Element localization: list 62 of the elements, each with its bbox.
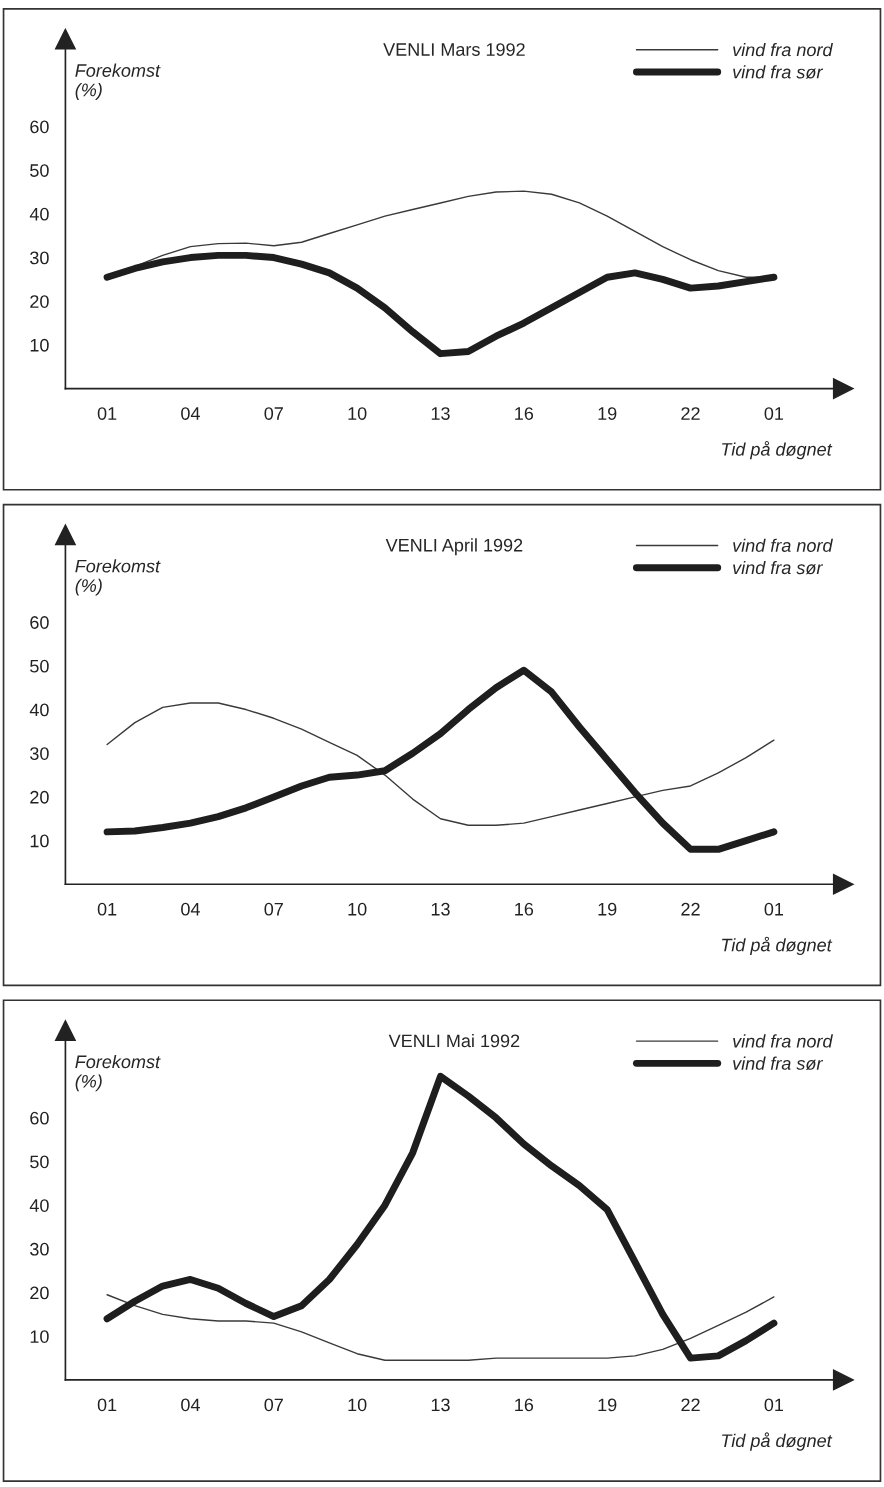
x-axis-title: Tid på døgnet: [722, 441, 833, 460]
line-series: [106, 1294, 775, 1361]
x-tick-label: 10: [348, 902, 367, 916]
y-tick-label: 10: [30, 1330, 49, 1343]
x-tick-label: 04: [181, 1398, 200, 1412]
x-tick-label: 01: [764, 407, 784, 420]
y-tick-label: 50: [30, 1155, 49, 1169]
x-tick-label: 22: [681, 407, 700, 420]
x-tick-label: 07: [264, 407, 283, 420]
x-tick-label: 01: [97, 1398, 117, 1412]
y-tick-label: 20: [30, 1286, 49, 1300]
x-axis-title: Tid på døgnet: [722, 1432, 833, 1451]
y-tick-label: 30: [30, 1242, 49, 1256]
x-tick-label: 10: [348, 407, 367, 420]
x-tick-label: 01: [764, 902, 784, 916]
x-tick-label: 07: [264, 1398, 283, 1412]
x-tick-label: 19: [598, 407, 617, 420]
legend-label: vind fra sør: [733, 65, 824, 79]
x-tick-label: 19: [598, 1398, 617, 1412]
x-tick-label: 22: [681, 902, 700, 916]
x-tick-label: 13: [431, 1398, 450, 1412]
y-tick-label: 60: [30, 1111, 49, 1125]
y-tick-label: 40: [29, 1199, 49, 1212]
y-tick-label: 60: [30, 616, 49, 629]
x-tick-label: 01: [97, 407, 117, 420]
y-tick-label: 20: [30, 790, 49, 804]
y-tick-label: 30: [30, 747, 49, 760]
x-tick-label: 04: [181, 902, 200, 916]
chart-title: VENLI April 1992: [385, 538, 523, 556]
x-tick-label: 13: [431, 407, 450, 420]
x-tick-label: 01: [97, 902, 117, 916]
legend-label: vind fra sør: [733, 560, 824, 575]
x-tick-label: 07: [264, 902, 283, 916]
x-tick-label: 16: [515, 1398, 534, 1412]
legend-label: vind fra nord: [733, 1034, 833, 1048]
x-tick-label: 13: [431, 902, 450, 916]
y-tick-label: 40: [29, 703, 49, 717]
y-tick-label: 30: [30, 251, 49, 265]
x-tick-label: 04: [181, 407, 200, 420]
chart-title: VENLI Mars 1992: [383, 43, 525, 56]
legend-label: vind fra nord: [733, 43, 833, 57]
y-tick-label: 60: [30, 120, 49, 134]
y-tick-label: 50: [30, 659, 49, 673]
x-tick-label: 16: [515, 902, 534, 916]
chart-title: VENLI Mai 1992: [388, 1033, 520, 1048]
y-tick-label: 10: [30, 834, 49, 848]
y-tick-label: 10: [30, 338, 49, 352]
x-axis-title: Tid på døgnet: [722, 936, 833, 955]
legend-label: vind fra nord: [733, 538, 833, 552]
y-axis-title: Forekomst (%): [75, 559, 161, 596]
x-tick-label: 01: [764, 1398, 784, 1412]
x-tick-label: 16: [515, 407, 534, 420]
y-tick-label: 50: [30, 164, 49, 177]
x-tick-label: 10: [348, 1398, 367, 1412]
y-axis-title: Forekomst (%): [75, 63, 161, 100]
y-axis-title: Forekomst (%): [75, 1054, 161, 1092]
y-tick-label: 20: [30, 295, 49, 308]
y-tick-label: 40: [29, 207, 49, 221]
line-series: [106, 702, 775, 826]
legend-label: vind fra sør: [733, 1056, 824, 1070]
x-tick-label: 22: [681, 1398, 700, 1412]
x-tick-label: 19: [598, 902, 617, 916]
